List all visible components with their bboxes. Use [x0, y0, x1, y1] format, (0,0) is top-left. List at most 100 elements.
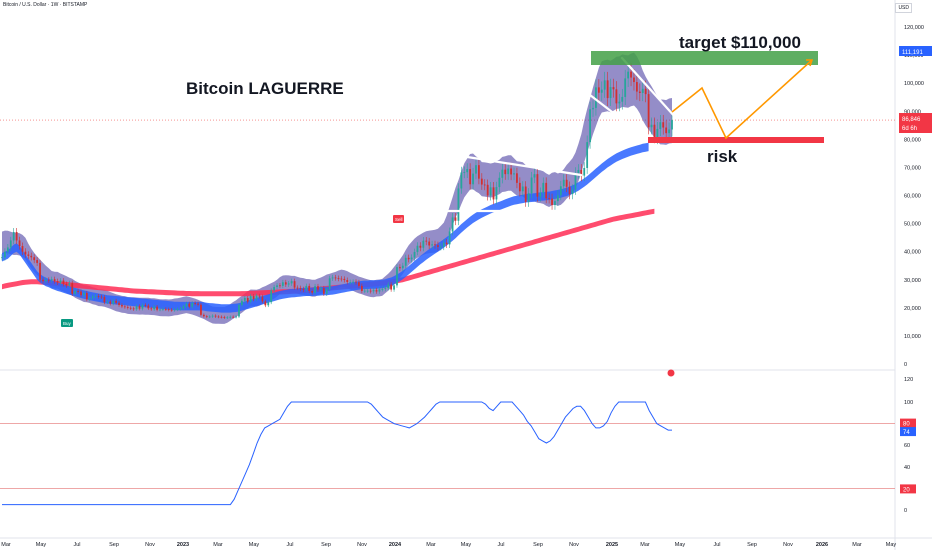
candle-body [279, 285, 281, 287]
candle-body [147, 305, 150, 309]
sell-marker [393, 215, 404, 223]
candle-body [194, 303, 197, 304]
current-price-badge-text: 86,846 [902, 117, 921, 123]
time-tick-label: Mar [852, 542, 862, 548]
candle-body [241, 300, 243, 306]
candle-body [358, 282, 360, 286]
target-zone [591, 51, 818, 65]
currency-badge[interactable]: USD [895, 3, 912, 13]
candle-body [653, 124, 656, 138]
time-tick-label: May [675, 542, 686, 548]
candle-body [243, 298, 246, 301]
time-tick-label: May [461, 542, 472, 548]
candle-body [153, 306, 156, 310]
candle-body [410, 257, 413, 260]
candle-body [469, 169, 472, 185]
candle-body [188, 303, 191, 307]
osc-badge-74 [900, 427, 916, 437]
candle-body [454, 217, 457, 221]
candle-body [431, 244, 433, 246]
candle-body [138, 306, 141, 309]
candle-body [162, 308, 164, 310]
candle-body [656, 128, 659, 138]
time-tick-label: 2023 [177, 542, 189, 548]
candle-body [352, 281, 354, 283]
candle-body [422, 240, 425, 248]
candle-body [322, 288, 325, 294]
target-level-badge-text: 111,191 [902, 50, 923, 56]
candle-body [425, 240, 428, 242]
oscillator-line [2, 401, 672, 506]
time-tick-label: 2024 [389, 542, 402, 548]
candle-body [501, 169, 504, 178]
event-icon [667, 369, 675, 377]
candle-body [284, 282, 287, 285]
candle-body [156, 306, 158, 310]
candle-body [106, 301, 109, 303]
candle-body [238, 305, 240, 317]
price-tick-label: 40,000 [904, 250, 921, 256]
time-tick-label: May [249, 542, 260, 548]
candle-body [281, 282, 284, 286]
candle-body [246, 298, 249, 302]
symbol-header: Bitcoin / U.S. Dollar · 1W · BITSTAMP [3, 2, 88, 8]
current-price-badge [899, 113, 932, 133]
candle-body [112, 300, 115, 304]
candle-body [428, 241, 431, 246]
candle-body [580, 169, 583, 176]
sell-marker-label: Sell [395, 217, 403, 222]
price-tick-label: 120,000 [904, 25, 924, 31]
candle-body [100, 296, 103, 298]
candle-body [597, 87, 600, 93]
candle-body [88, 298, 91, 300]
target-level-badge [899, 46, 932, 56]
candle-body [56, 281, 59, 283]
candle-body [516, 173, 518, 183]
candle-body [600, 89, 603, 93]
candle-body [141, 305, 144, 309]
candle-body [331, 277, 334, 279]
candle-body [36, 260, 39, 263]
candle-body [638, 91, 641, 93]
candle-body [91, 296, 94, 299]
candle-body [589, 109, 591, 143]
candle-body [126, 306, 129, 308]
candle-body [448, 231, 451, 245]
candle-body [223, 317, 226, 318]
candle-body [393, 285, 395, 290]
candle-body [197, 303, 199, 305]
candle-body [267, 302, 270, 306]
candle-body [214, 315, 217, 317]
candle-body [103, 297, 106, 303]
time-tick-label: Nov [783, 542, 793, 548]
time-tick-label: 2025 [606, 542, 618, 548]
time-tick-label: Nov [569, 542, 579, 548]
candle-body [624, 78, 627, 97]
candle-body [627, 71, 630, 79]
buy-marker [61, 319, 73, 327]
projection-path [671, 59, 813, 140]
candle-body [85, 292, 88, 300]
time-tick-label: Sep [109, 542, 119, 548]
candle-body [15, 232, 18, 241]
candle-body [419, 245, 422, 248]
oscillator-tick-label: 100 [904, 400, 913, 406]
candle-body [592, 107, 594, 110]
candle-body [551, 198, 553, 206]
candle-body [536, 174, 539, 197]
time-tick-label: Nov [357, 542, 367, 548]
candle-body [574, 173, 577, 190]
candle-body [439, 246, 442, 248]
candle-body [258, 295, 261, 297]
candle-body [527, 193, 530, 202]
candle-body [235, 316, 237, 318]
candle-body [650, 124, 653, 128]
candle-body [118, 302, 120, 306]
candle-body [42, 279, 44, 282]
time-tick-label: Mar [426, 542, 436, 548]
candle-body [200, 304, 202, 315]
candle-body [562, 179, 565, 187]
candle-body [185, 303, 188, 307]
candle-body [346, 280, 349, 282]
